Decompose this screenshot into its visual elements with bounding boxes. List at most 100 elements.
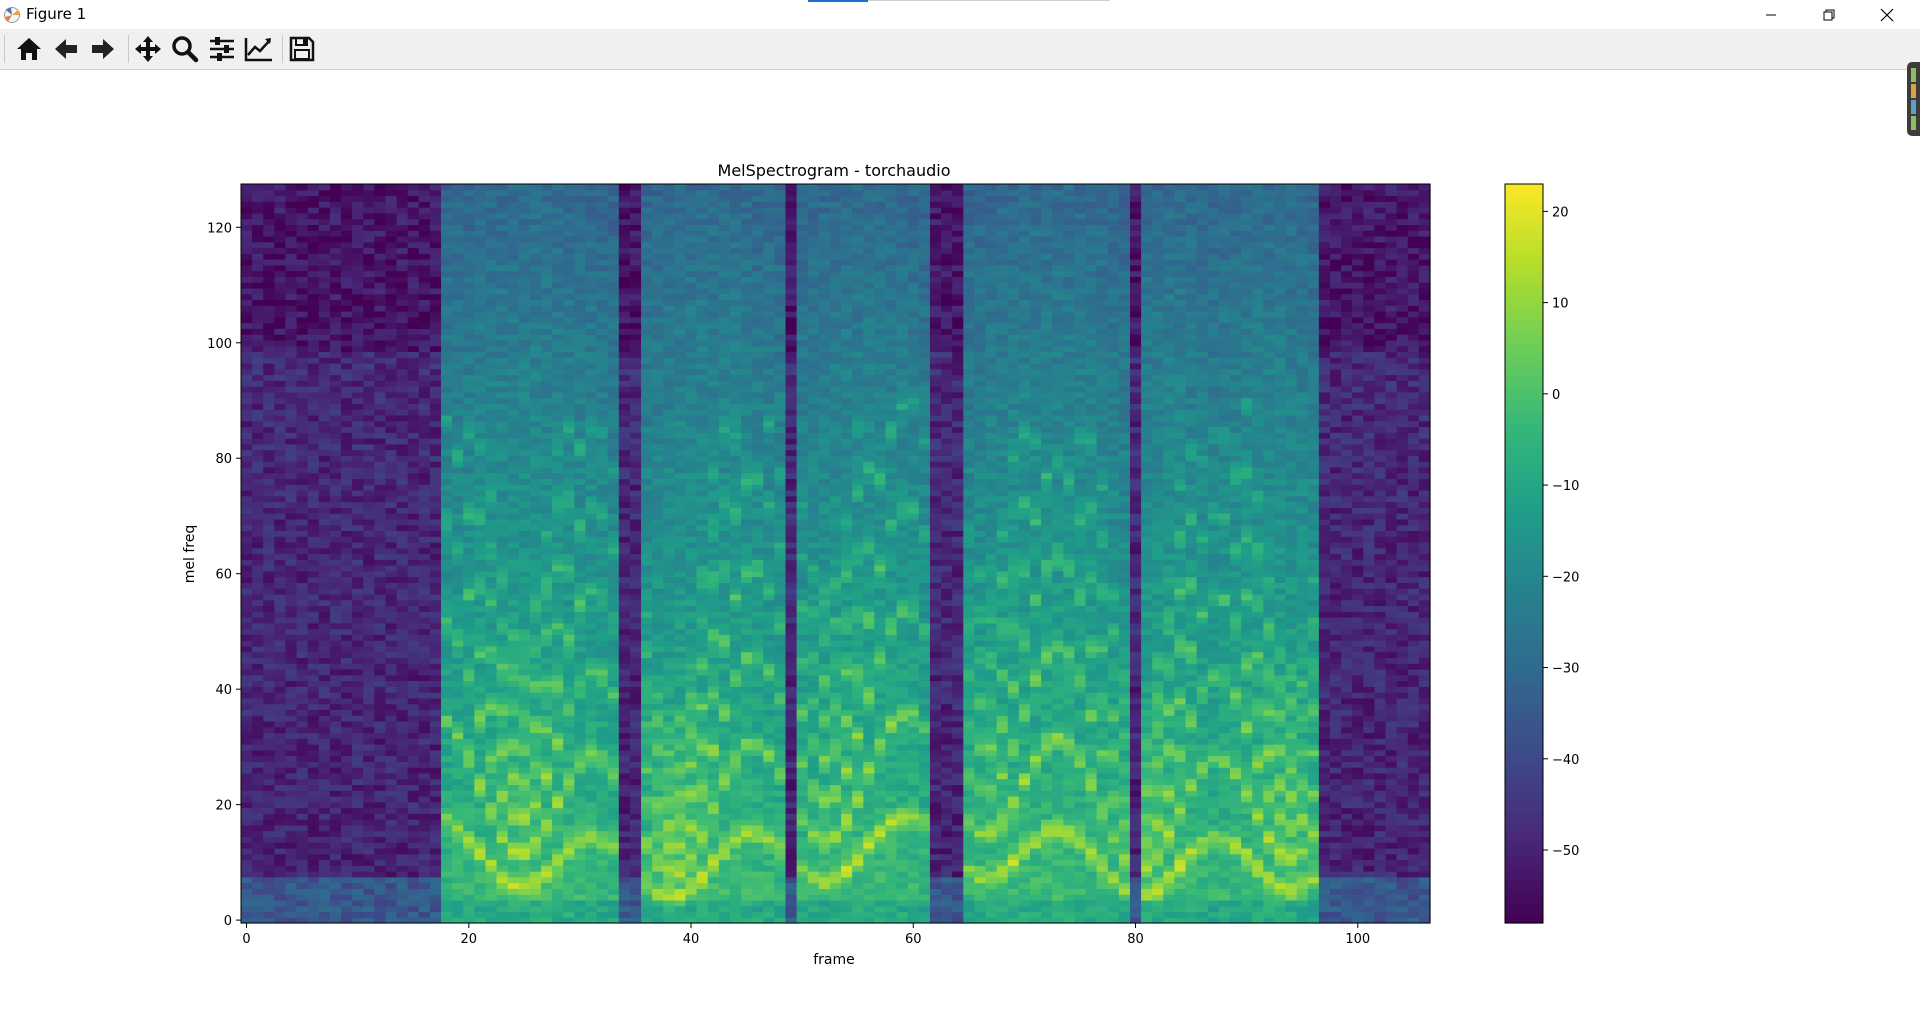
heatmap-cell [396, 836, 409, 843]
heatmap-cell [407, 189, 420, 197]
heatmap-cell [641, 478, 653, 485]
heatmap-cell [618, 888, 631, 895]
heatmap-cell [307, 455, 320, 462]
back-button[interactable] [50, 34, 82, 64]
heatmap-cell [629, 836, 642, 843]
heatmap-cell [485, 749, 498, 757]
heatmap-cell [329, 345, 342, 353]
save-button[interactable] [286, 34, 318, 64]
home-button[interactable] [13, 34, 45, 64]
heatmap-cell [641, 686, 653, 693]
heatmap-cell [307, 287, 320, 295]
restore-button[interactable] [1800, 0, 1858, 29]
heatmap-cell [596, 697, 609, 705]
heatmap-cell [663, 495, 675, 503]
heatmap-cell [452, 749, 464, 757]
heatmap-cell [352, 888, 364, 895]
heatmap-cell [396, 593, 409, 601]
heatmap-cell [252, 541, 264, 549]
zoom-button[interactable] [169, 34, 201, 64]
heatmap-cell [418, 432, 431, 439]
heatmap-cell [629, 455, 642, 462]
pan-button[interactable] [132, 34, 164, 64]
heatmap-cell [241, 617, 253, 624]
heatmap-cell [452, 772, 464, 780]
heatmap-cell [641, 697, 653, 705]
heatmap-cell [418, 207, 431, 214]
heatmap-cell [507, 513, 520, 520]
heatmap-cell [496, 426, 509, 433]
heatmap-cell [341, 368, 353, 376]
heatmap-cell [652, 316, 664, 324]
heatmap-cell [518, 657, 531, 664]
heatmap-cell [374, 772, 387, 780]
heatmap-cell [329, 588, 342, 595]
heatmap-cell [341, 253, 353, 260]
heatmap-cell [407, 853, 420, 861]
heatmap-cell [396, 299, 409, 306]
heatmap-cell [641, 732, 653, 739]
heatmap-cell [618, 905, 631, 913]
heatmap-cell [296, 195, 309, 202]
heatmap-cell [274, 264, 287, 272]
heatmap-cell [396, 588, 409, 595]
heatmap-cell [274, 905, 287, 913]
heatmap-cell [296, 212, 309, 220]
heatmap-cell [318, 368, 331, 376]
heatmap-cell [563, 472, 575, 480]
heatmap-cell [374, 576, 387, 583]
configure-subplots-button[interactable] [206, 34, 238, 64]
close-button[interactable] [1858, 0, 1916, 29]
heatmap-cell [374, 218, 387, 226]
spectrogram-heatmap[interactable] [241, 184, 1431, 924]
heatmap-cell [407, 218, 420, 226]
heatmap-cell [429, 871, 442, 878]
heatmap-cell [574, 253, 587, 260]
heatmap-cell [574, 282, 587, 289]
forward-button[interactable] [87, 34, 119, 64]
heatmap-cell [296, 235, 309, 243]
heatmap-cell [441, 455, 453, 462]
heatmap-cell [341, 305, 353, 312]
heatmap-cell [363, 386, 375, 393]
scrollbar-thumb[interactable] [1907, 62, 1920, 136]
heatmap-cell [307, 420, 320, 428]
heatmap-cell [385, 380, 398, 387]
heatmap-cell [641, 668, 653, 676]
heatmap-cell [552, 322, 564, 329]
heatmap-cell [507, 565, 520, 572]
heatmap-cell [396, 184, 409, 191]
heatmap-cell [441, 501, 453, 508]
heatmap-cell [441, 339, 453, 347]
heatmap-cell [385, 686, 398, 693]
heatmap-cell [585, 530, 598, 537]
heatmap-cell [352, 836, 364, 843]
heatmap-cell [585, 882, 598, 889]
heatmap-cell [629, 195, 642, 202]
heatmap-cell [652, 368, 664, 376]
heatmap-cell [474, 247, 487, 254]
heatmap-cell [441, 784, 453, 791]
heatmap-cell [329, 259, 342, 266]
heatmap-cell [374, 339, 387, 347]
edit-axis-button[interactable] [243, 34, 275, 64]
heatmap-cell [541, 744, 553, 751]
heatmap-cell [485, 801, 498, 809]
heatmap-cell [318, 634, 331, 641]
heatmap-cell [596, 443, 609, 451]
heatmap-cell [396, 189, 409, 197]
heatmap-cell [452, 720, 464, 728]
minimize-button[interactable] [1742, 0, 1800, 29]
heatmap-cell [407, 264, 420, 272]
heatmap-cell [596, 778, 609, 786]
heatmap-cell [596, 899, 609, 907]
heatmap-cell [541, 553, 553, 560]
heatmap-cell [329, 830, 342, 837]
heatmap-cell [296, 449, 309, 456]
heatmap-cell [563, 397, 575, 404]
heatmap-cell [241, 184, 253, 191]
heatmap-cell [418, 894, 431, 901]
heatmap-cell [318, 663, 331, 670]
heatmap-cell [241, 726, 253, 734]
heatmap-cell [285, 322, 298, 329]
